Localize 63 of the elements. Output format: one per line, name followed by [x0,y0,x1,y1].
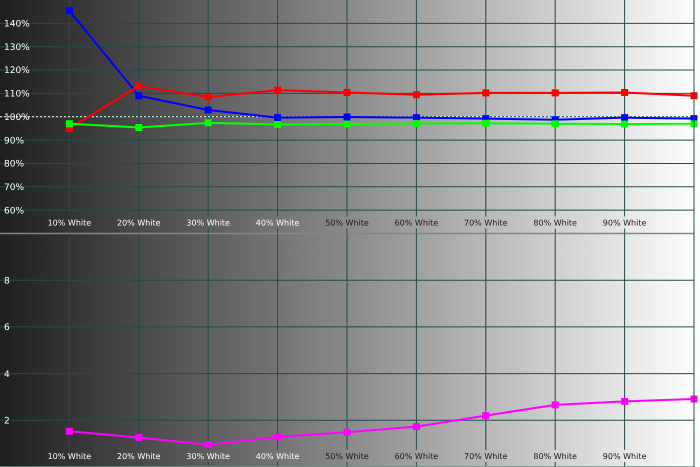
point [552,401,559,408]
point [204,94,212,101]
x-tick-label: 20% White [117,218,161,228]
y-tick-label: 110% [4,90,30,100]
y-tick-label: 90% [4,136,24,146]
x-tick-label: 50% White [325,218,369,228]
y-tick-label: 120% [4,66,30,76]
x-tick-label: 60% White [394,218,438,228]
point [204,441,212,448]
point [344,113,350,120]
point [482,120,490,127]
y-tick-label: 100% [4,112,30,123]
point [66,428,73,435]
point [621,120,628,128]
x-tick-label: 30% White [186,218,230,228]
x-tick-label: 90% White [602,452,646,461]
point [66,120,73,128]
x-tick-label: 80% White [533,452,578,461]
x-tick-label: 20% White [117,452,161,461]
point [552,89,559,96]
y-tick-label: 6 [4,323,10,334]
y-tick-label: 8 [4,276,10,286]
y-tick-label: 80% [4,160,24,170]
y-tick-label: 60% [4,206,24,216]
point [344,88,350,96]
point [274,433,282,440]
y-tick-label: 130% [4,42,30,53]
point [412,91,420,98]
point [621,88,628,96]
point [412,423,420,430]
point [621,398,628,405]
point [552,120,559,128]
point [482,412,490,420]
point [344,428,350,436]
y-tick-label: 2 [4,416,10,426]
point [135,92,142,100]
x-tick-label: 40% White [256,218,300,228]
x-tick-label: 80% White [533,218,578,228]
point [135,124,142,131]
point [66,7,73,14]
x-tick-label: 10% White [48,218,92,228]
x-tick-label: 40% White [256,452,300,461]
x-tick-label: 30% White [186,452,230,461]
point [482,89,490,96]
y-tick-label: 140% [4,20,30,30]
y-tick-label: 70% [4,182,24,193]
point [621,114,628,122]
y-tick-label: 4 [4,370,10,380]
point [274,86,282,94]
point [344,120,350,128]
x-tick-label: 10% White [48,452,92,461]
point [135,82,142,90]
point [412,120,420,128]
x-tick-label: 70% White [464,452,508,461]
x-tick-label: 70% White [464,218,508,228]
point [274,120,282,128]
x-tick-label: 60% White [394,452,438,461]
point [204,106,212,114]
x-tick-label: 50% White [325,452,369,461]
x-tick-label: 90% White [602,218,646,228]
point [204,119,212,126]
point [135,434,142,442]
point [274,114,282,122]
